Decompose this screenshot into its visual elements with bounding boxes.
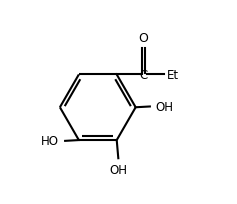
Text: Et: Et: [166, 69, 178, 82]
Text: OH: OH: [109, 163, 127, 176]
Text: O: O: [138, 32, 148, 45]
Text: HO: HO: [41, 135, 59, 148]
Text: C: C: [139, 69, 148, 82]
Text: OH: OH: [155, 101, 173, 113]
